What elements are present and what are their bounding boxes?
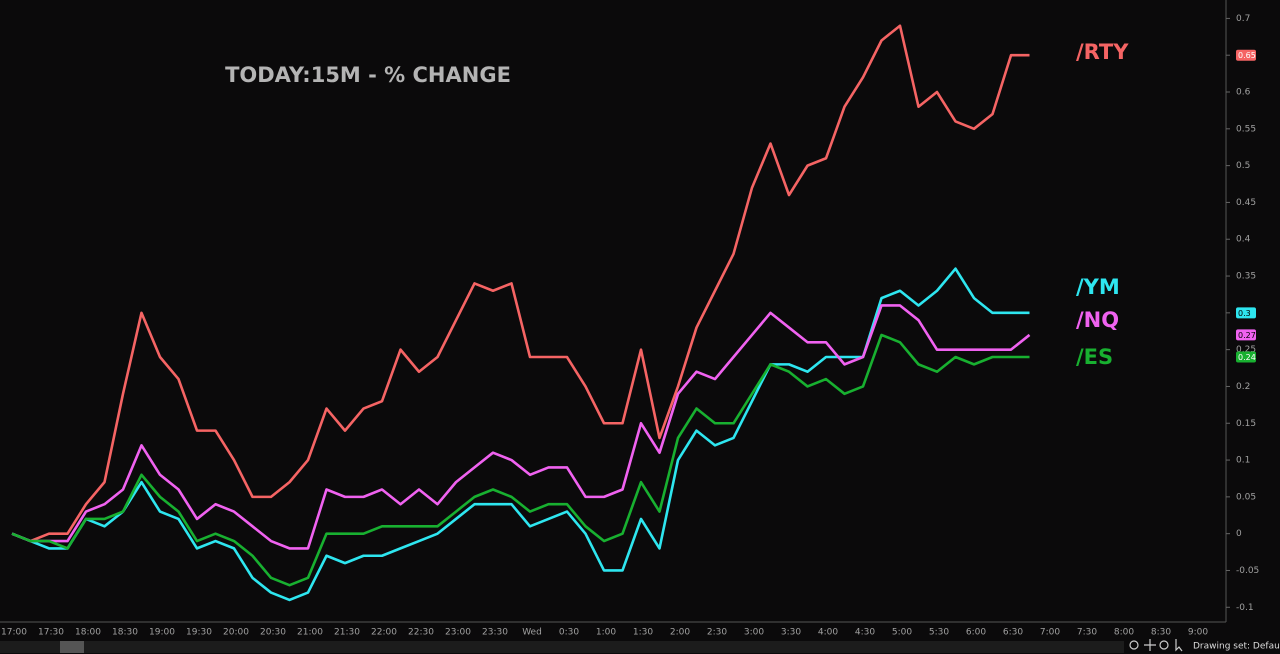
- x-tick-label: 19:00: [149, 628, 175, 638]
- series-label: /RTY: [1076, 40, 1129, 64]
- x-tick-label: 3:00: [744, 628, 764, 638]
- series-label: /NQ: [1076, 308, 1119, 332]
- last-value-tag: [1236, 49, 1256, 61]
- y-tick-label: 0.55: [1236, 124, 1256, 134]
- y-tick-label: 0.1: [1236, 456, 1250, 466]
- drawing-set[interactable]: Drawing set: Default: [1193, 642, 1280, 652]
- y-tick-label: 0.4: [1236, 235, 1251, 245]
- x-tick-label: 20:00: [223, 628, 249, 638]
- pan-icon[interactable]: [1144, 639, 1156, 651]
- x-tick-label: 4:30: [855, 628, 875, 638]
- x-tick-label: 21:30: [334, 628, 360, 638]
- x-tick-label: 0:30: [559, 628, 579, 638]
- x-tick-label: 2:00: [670, 628, 690, 638]
- x-tick-label: 8:00: [1114, 628, 1134, 638]
- x-tick-label: 1:30: [633, 628, 653, 638]
- x-tick-label: 19:30: [186, 628, 212, 638]
- x-tick-label: 20:30: [260, 628, 286, 638]
- y-tick-label: 0.5: [1236, 161, 1250, 171]
- x-tick-label: 2:30: [707, 628, 727, 638]
- series-line: [11, 304, 1031, 550]
- series-label: /YM: [1076, 275, 1120, 299]
- last-value-label: 0.65: [1238, 51, 1256, 60]
- last-value-tag: [1236, 351, 1256, 363]
- x-tick-label: 3:30: [781, 628, 801, 638]
- y-tick-label: -0.05: [1236, 566, 1259, 576]
- x-tick-label: 6:30: [1003, 628, 1023, 638]
- y-tick-label: 0: [1236, 529, 1242, 539]
- x-tick-label: 5:00: [892, 628, 912, 638]
- series-line: [11, 333, 1030, 587]
- y-tick-label: 0.45: [1236, 198, 1256, 208]
- x-tick-label: 6:00: [966, 628, 986, 638]
- x-tick-label: 17:00: [1, 628, 27, 638]
- x-tick-label: 18:00: [75, 628, 101, 638]
- toolbar-icons: [1129, 639, 1183, 652]
- x-tick-label: 9:00: [1188, 628, 1208, 638]
- x-tick-label: 5:30: [929, 628, 949, 638]
- scrollbar[interactable]: [0, 641, 1124, 653]
- x-tick-label: 7:30: [1077, 628, 1097, 638]
- x-tick-label: 8:30: [1151, 628, 1171, 638]
- last-value-tag: [1236, 307, 1256, 319]
- y-tick-label: -0.1: [1236, 603, 1254, 613]
- zoom-icon[interactable]: [1129, 640, 1139, 650]
- x-tick-label: 21:00: [297, 628, 323, 638]
- x-tick-label: 1:00: [596, 628, 616, 638]
- last-value-tag: [1236, 329, 1256, 341]
- x-tick-label: 23:00: [445, 628, 471, 638]
- x-tick-label: 22:30: [408, 628, 434, 638]
- x-tick-label: 23:30: [482, 628, 508, 638]
- x-tick-label: 22:00: [371, 628, 397, 638]
- scroll-thumb[interactable]: [60, 641, 84, 653]
- crosshair-icon[interactable]: [1159, 640, 1169, 650]
- last-value-label: 0.3: [1238, 309, 1251, 318]
- y-tick-label: 0.05: [1236, 492, 1256, 502]
- y-tick-label: 0.2: [1236, 382, 1250, 392]
- x-tick-label: Wed: [522, 628, 542, 638]
- y-tick-label: 0.6: [1236, 88, 1251, 98]
- y-tick-label: 0.15: [1236, 419, 1256, 429]
- last-value-label: 0.27: [1238, 331, 1256, 340]
- chart-title: TODAY:15M - % CHANGE: [225, 63, 511, 87]
- y-tick-label: 0.35: [1236, 272, 1256, 282]
- last-value-label: 0.24: [1238, 353, 1256, 362]
- cursor-icon[interactable]: [1175, 639, 1183, 652]
- x-tick-label: 17:30: [38, 628, 64, 638]
- y-tick-label: 0.7: [1236, 14, 1250, 24]
- x-tick-label: 4:00: [818, 628, 838, 638]
- y-tick-label: 0.25: [1236, 345, 1256, 355]
- series-label: /ES: [1076, 345, 1113, 369]
- x-tick-label: 18:30: [112, 628, 138, 638]
- x-tick-label: 7:00: [1040, 628, 1060, 638]
- series-line: [11, 24, 1030, 543]
